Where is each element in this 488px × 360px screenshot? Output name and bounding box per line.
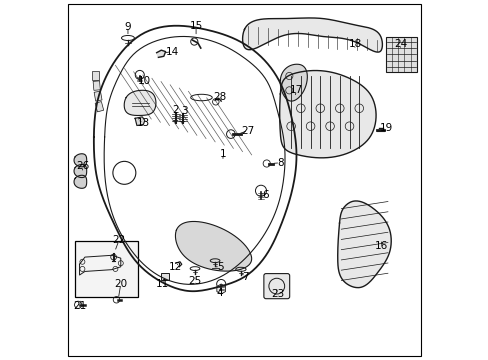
Bar [95,102,103,112]
FancyBboxPatch shape [264,274,289,299]
Text: 14: 14 [165,46,178,57]
Polygon shape [74,165,86,177]
Text: 3: 3 [181,106,187,116]
Polygon shape [74,154,86,167]
Text: 9: 9 [124,22,131,32]
Text: 17: 17 [289,85,303,95]
Polygon shape [279,71,375,158]
Polygon shape [74,175,86,188]
Text: 18: 18 [347,40,361,49]
Polygon shape [172,120,178,123]
Polygon shape [242,18,382,52]
Text: 15: 15 [189,21,203,31]
Bar [94,91,102,101]
Bar [161,273,169,280]
Text: 12: 12 [169,262,182,272]
Polygon shape [135,117,144,126]
Text: 20: 20 [114,279,127,289]
Text: 28: 28 [213,92,226,102]
Text: 7: 7 [242,272,248,282]
Polygon shape [124,90,156,116]
Polygon shape [156,50,165,57]
Text: 19: 19 [379,123,392,133]
Bar [93,81,100,90]
Text: 1: 1 [219,149,226,159]
Text: 11: 11 [156,279,169,289]
Text: 10: 10 [138,76,151,86]
Bar [386,37,416,72]
Text: 26: 26 [76,161,89,171]
Text: 21: 21 [74,301,87,311]
Text: 24: 24 [393,40,407,49]
Text: 8: 8 [277,158,283,168]
Text: 13: 13 [137,118,150,128]
Text: 16: 16 [374,241,387,251]
Text: 22: 22 [112,235,125,245]
Polygon shape [180,121,185,123]
Polygon shape [175,221,251,271]
Polygon shape [280,64,307,101]
Text: 4: 4 [216,288,223,298]
Text: 23: 23 [270,289,284,299]
Bar [92,71,99,80]
Polygon shape [337,201,390,288]
Bar [75,241,138,297]
Text: 2: 2 [172,105,179,116]
Text: 5: 5 [216,262,223,272]
Text: 6: 6 [262,190,268,200]
Text: 27: 27 [241,126,254,135]
Text: 25: 25 [188,276,201,286]
